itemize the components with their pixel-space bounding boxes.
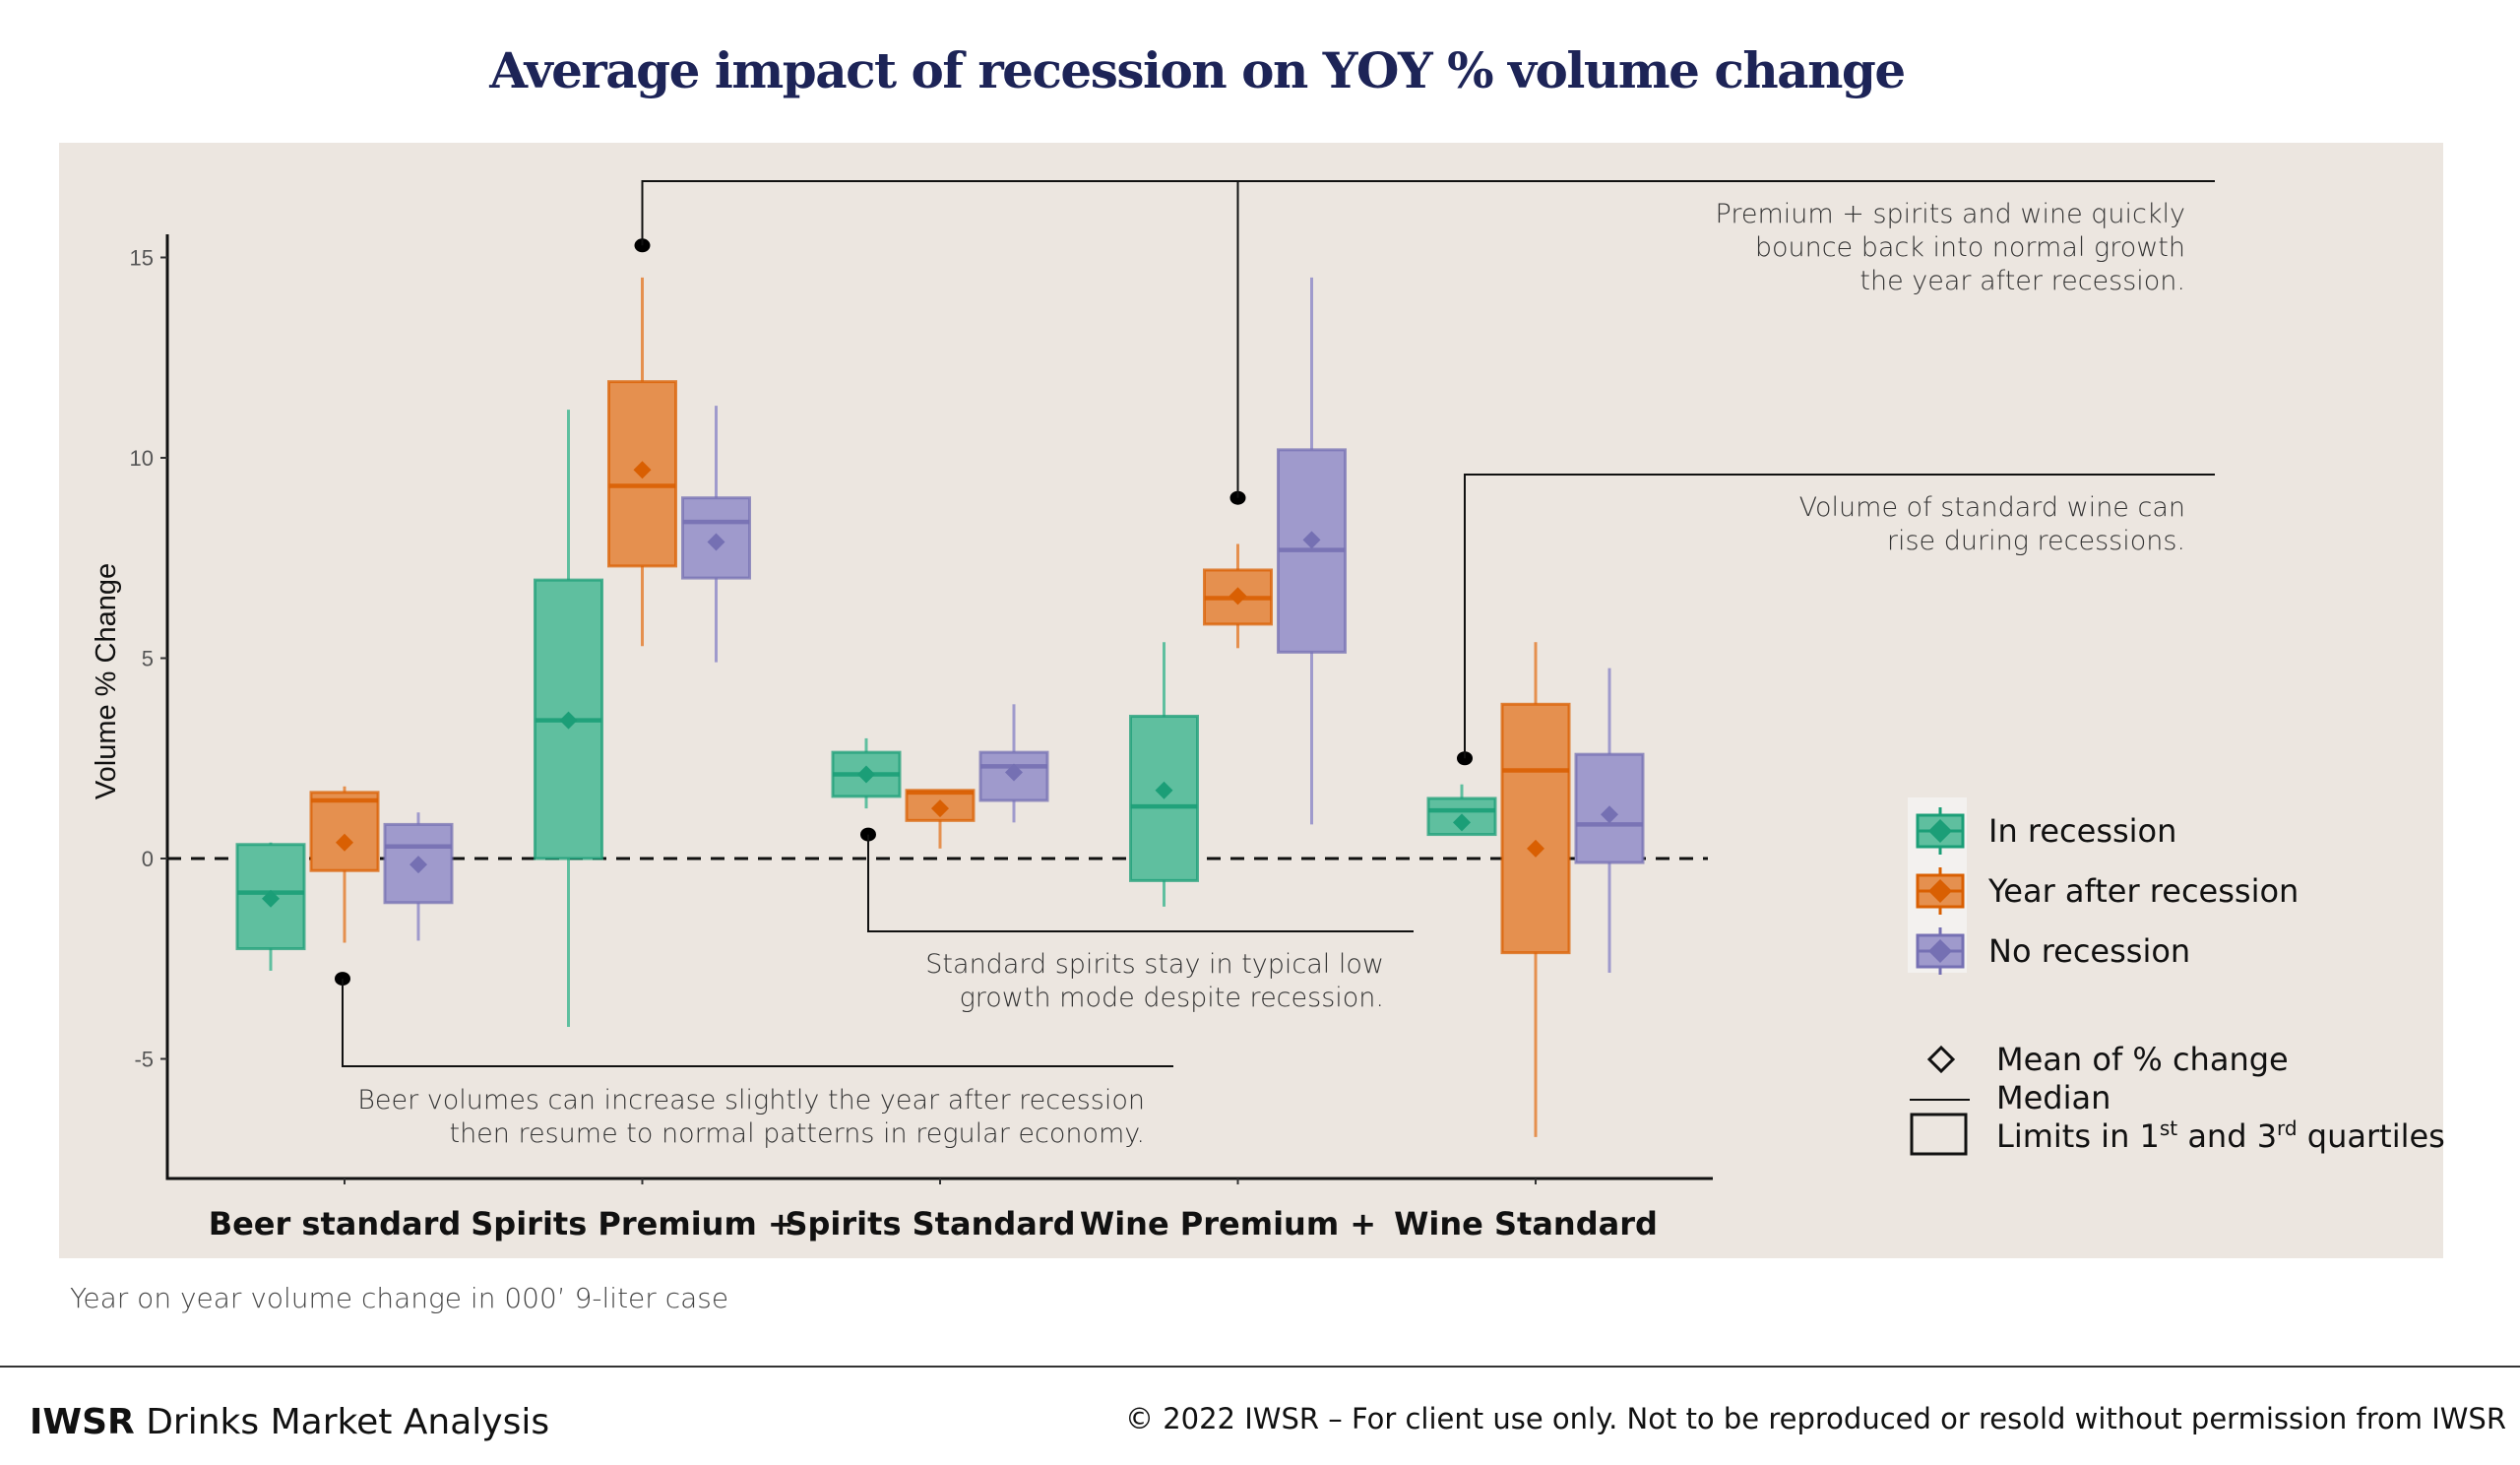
- annotation-line: growth mode despite recession.: [960, 983, 1384, 1013]
- mean-marker: [931, 799, 949, 818]
- legend-key-label: Median: [1996, 1079, 2110, 1116]
- legend-key-in-recession: [1916, 807, 1965, 855]
- annotation-line: bounce back into normal growth: [1755, 232, 2185, 263]
- legend-key-label: Mean of % change: [1996, 1041, 2289, 1078]
- annotations: Premium + spirits and wine quickly bounce…: [335, 180, 2215, 1149]
- box-no-recession: [383, 812, 454, 941]
- boxes: [235, 277, 1645, 1137]
- box-year-after-recession: [1500, 642, 1571, 1137]
- mean-marker: [1601, 805, 1618, 824]
- box-in-recession: [235, 842, 306, 971]
- legend-key-label-part: Limits in 1: [1996, 1117, 2160, 1155]
- footer-copyright: © 2022 IWSR – For client use only. Not t…: [1124, 1402, 2506, 1435]
- box-no-recession: [1574, 668, 1645, 973]
- legend-key-label-part: and 3: [2177, 1117, 2277, 1155]
- legend: In recession Year after recession No reces…: [1908, 797, 2445, 1156]
- iqr-box: [309, 791, 380, 872]
- annotation-beer: Beer volumes can increase slightly the y…: [357, 1085, 1145, 1149]
- footer-brand: IWSR Drinks Market Analysis: [30, 1402, 549, 1442]
- legend-key-no-recession: [1916, 927, 1965, 975]
- legend-mean-marker: [1928, 879, 1952, 903]
- mean-marker: [262, 889, 280, 908]
- iqr-box: [1574, 752, 1645, 864]
- mean-marker: [1302, 531, 1321, 549]
- mean-marker: [1453, 813, 1471, 832]
- annotation-line: the year after recession.: [1859, 266, 2185, 296]
- y-tick-label: 5: [142, 647, 154, 671]
- annotation-premium: Premium + spirits and wine quickly bounce…: [1716, 199, 2185, 296]
- iqr-box: [1500, 702, 1571, 955]
- legend-key-label-part: quartiles: [2298, 1117, 2445, 1155]
- box-year-after-recession: [309, 786, 380, 943]
- mean-marker: [1005, 763, 1023, 782]
- legend-mean-marker: [1928, 939, 1952, 963]
- chart-title: Average impact of recession on YOY % vol…: [489, 41, 1906, 99]
- box-no-recession: [681, 406, 751, 663]
- mean-marker: [336, 833, 353, 852]
- footer-divider: [0, 1366, 2520, 1368]
- box-year-after-recession: [905, 789, 976, 849]
- mean-key-icon: [1926, 1045, 1956, 1074]
- x-tick-label: Wine Standard: [1394, 1205, 1658, 1242]
- annotation-line: Volume of standard wine can: [1799, 492, 2185, 523]
- chart-panel: [59, 143, 2443, 1258]
- legend-label: In recession: [1988, 812, 2176, 850]
- annotation-line: Beer volumes can increase slightly the y…: [357, 1085, 1145, 1115]
- annotation-connector: [641, 180, 2215, 246]
- box-no-recession: [978, 704, 1049, 823]
- y-axis-label: Volume % Change: [91, 563, 122, 799]
- mean-marker: [857, 765, 875, 784]
- annotation-line: Premium + spirits and wine quickly: [1716, 199, 2185, 229]
- box-year-after-recession: [1203, 543, 1273, 649]
- legend-label: Year after recession: [1987, 872, 2299, 910]
- brand-suffix: Drinks Market Analysis: [134, 1402, 550, 1442]
- x-tick-label: Spirits Standard: [785, 1205, 1075, 1242]
- legend-key-label: Limits in 1st and 3rd quartiles: [1996, 1116, 2445, 1155]
- mean-marker: [633, 461, 652, 479]
- annotation-standard-spirits: Standard spirits stay in typical low grow…: [925, 949, 1384, 1013]
- annotation-line: Standard spirits stay in typical low: [925, 949, 1384, 980]
- x-tick-label: Wine Premium +: [1080, 1205, 1376, 1242]
- x-tick-label: Beer standard: [209, 1205, 462, 1242]
- mean-marker: [707, 533, 725, 551]
- box-in-recession: [1426, 784, 1497, 837]
- annotation-connector: [342, 979, 1173, 1067]
- legend-mean-marker: [1928, 819, 1952, 843]
- box-in-recession: [1129, 642, 1199, 907]
- legend-key-year-after-recession: [1916, 867, 1965, 915]
- legend-key-label-part: st: [2160, 1116, 2177, 1140]
- y-tick-label: 15: [130, 246, 154, 271]
- y-tick-label: 10: [130, 446, 154, 471]
- units-note: Year on year volume change in 000’ 9-lit…: [70, 1282, 729, 1314]
- box-in-recession: [831, 737, 902, 809]
- mean-marker: [1155, 781, 1173, 799]
- legend-label: No recession: [1988, 932, 2190, 970]
- y-tick-label: 0: [142, 847, 154, 871]
- mean-marker: [410, 856, 427, 874]
- annotation-connector: [1464, 474, 2215, 759]
- annotation-line: then resume to normal patterns in regula…: [449, 1118, 1145, 1149]
- box-no-recession: [1277, 277, 1347, 825]
- annotation-connector: [867, 834, 1414, 932]
- legend-key-label-part: rd: [2277, 1116, 2298, 1140]
- brand-name: IWSR: [30, 1402, 135, 1442]
- mean-marker: [1228, 587, 1247, 605]
- mean-marker: [559, 711, 578, 730]
- quartile-key-icon: [1910, 1113, 1968, 1156]
- x-tick-label: Spirits Premium +: [471, 1205, 793, 1242]
- mean-marker: [1527, 839, 1544, 858]
- box-in-recession: [534, 410, 603, 1027]
- annotation-standard-wine: Volume of standard wine can rise during r…: [1799, 492, 2185, 556]
- box-year-after-recession: [607, 277, 677, 647]
- annotation-line: rise during recessions.: [1887, 526, 2185, 556]
- y-tick-label: -5: [134, 1048, 154, 1072]
